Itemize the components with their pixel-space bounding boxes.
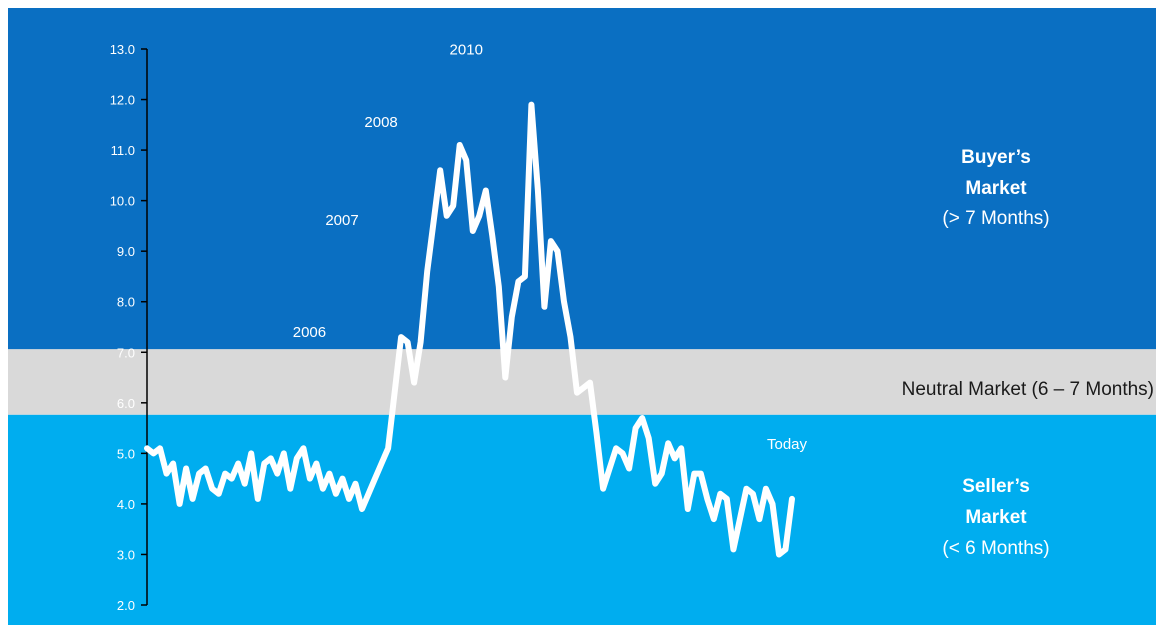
- y-tick-label: 9.0: [117, 244, 135, 259]
- buyer-market-zone: [8, 8, 1156, 350]
- annotation-2007: 2007: [325, 212, 358, 229]
- neutral-market-label: Neutral Market (6 – 7 Months): [902, 379, 1154, 400]
- buyer-market-title-line2: Market: [965, 178, 1027, 199]
- seller-market-subtitle: (< 6 Months): [942, 538, 1049, 559]
- buyer-market-title-line1: Buyer’s: [961, 147, 1031, 168]
- series-line: [144, 101, 795, 558]
- y-tick-label: 8.0: [117, 295, 135, 310]
- y-tick-label: 7.0: [117, 345, 135, 360]
- y-tick-label: 2.0: [117, 598, 135, 613]
- y-axis-ticks: 2.0 3.0 4.0 5.0 6.0 7.0 8.0 9.0 10.0 11.0 12.0 13.0: [110, 42, 147, 613]
- annotation-today: Today: [767, 436, 808, 453]
- annotation-2006: 2006: [293, 324, 326, 341]
- annotation-2008: 2008: [364, 114, 397, 131]
- y-tick-label: 10.0: [110, 194, 135, 209]
- year-annotations: 2006 2007 2008 2010 Today: [293, 42, 808, 453]
- y-tick-label: 12.0: [110, 93, 135, 108]
- seller-market-zone: [8, 414, 1156, 625]
- y-tick-label: 6.0: [117, 396, 135, 411]
- y-tick-label: 5.0: [117, 446, 135, 461]
- seller-market-title-line1: Seller’s: [962, 476, 1030, 497]
- y-tick-label: 13.0: [110, 42, 135, 57]
- annotation-2010: 2010: [450, 42, 483, 59]
- y-tick-label: 4.0: [117, 497, 135, 512]
- buyer-market-subtitle: (> 7 Months): [942, 208, 1049, 229]
- seller-market-title-line2: Market: [965, 507, 1027, 528]
- neutral-market-zone: [8, 349, 1156, 415]
- y-tick-label: 3.0: [117, 547, 135, 562]
- y-tick-label: 11.0: [111, 143, 135, 158]
